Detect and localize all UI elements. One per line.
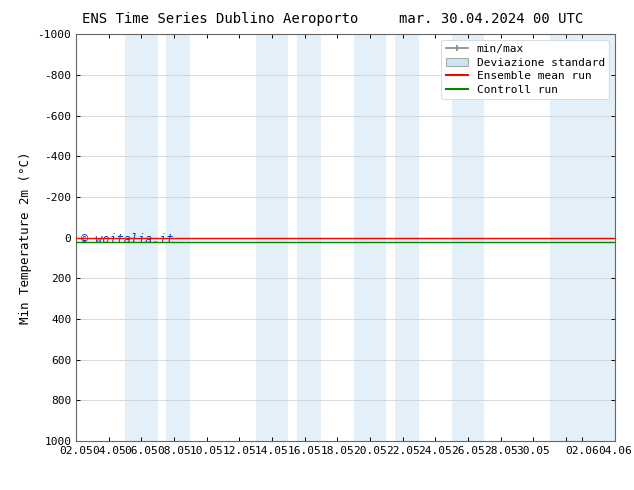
- Bar: [582, 34, 615, 441]
- Bar: [125, 34, 158, 441]
- Text: © woitalia.it: © woitalia.it: [81, 233, 174, 246]
- Text: ENS Time Series Dublino Aeroporto: ENS Time Series Dublino Aeroporto: [82, 12, 359, 26]
- Bar: [297, 34, 321, 441]
- Bar: [354, 34, 386, 441]
- Bar: [394, 34, 419, 441]
- Y-axis label: Min Temperature 2m (°C): Min Temperature 2m (°C): [19, 151, 32, 324]
- Bar: [256, 34, 288, 441]
- Text: mar. 30.04.2024 00 UTC: mar. 30.04.2024 00 UTC: [399, 12, 584, 26]
- Bar: [166, 34, 190, 441]
- Bar: [550, 34, 582, 441]
- Legend: min/max, Deviazione standard, Ensemble mean run, Controll run: min/max, Deviazione standard, Ensemble m…: [441, 40, 609, 99]
- Bar: [451, 34, 484, 441]
